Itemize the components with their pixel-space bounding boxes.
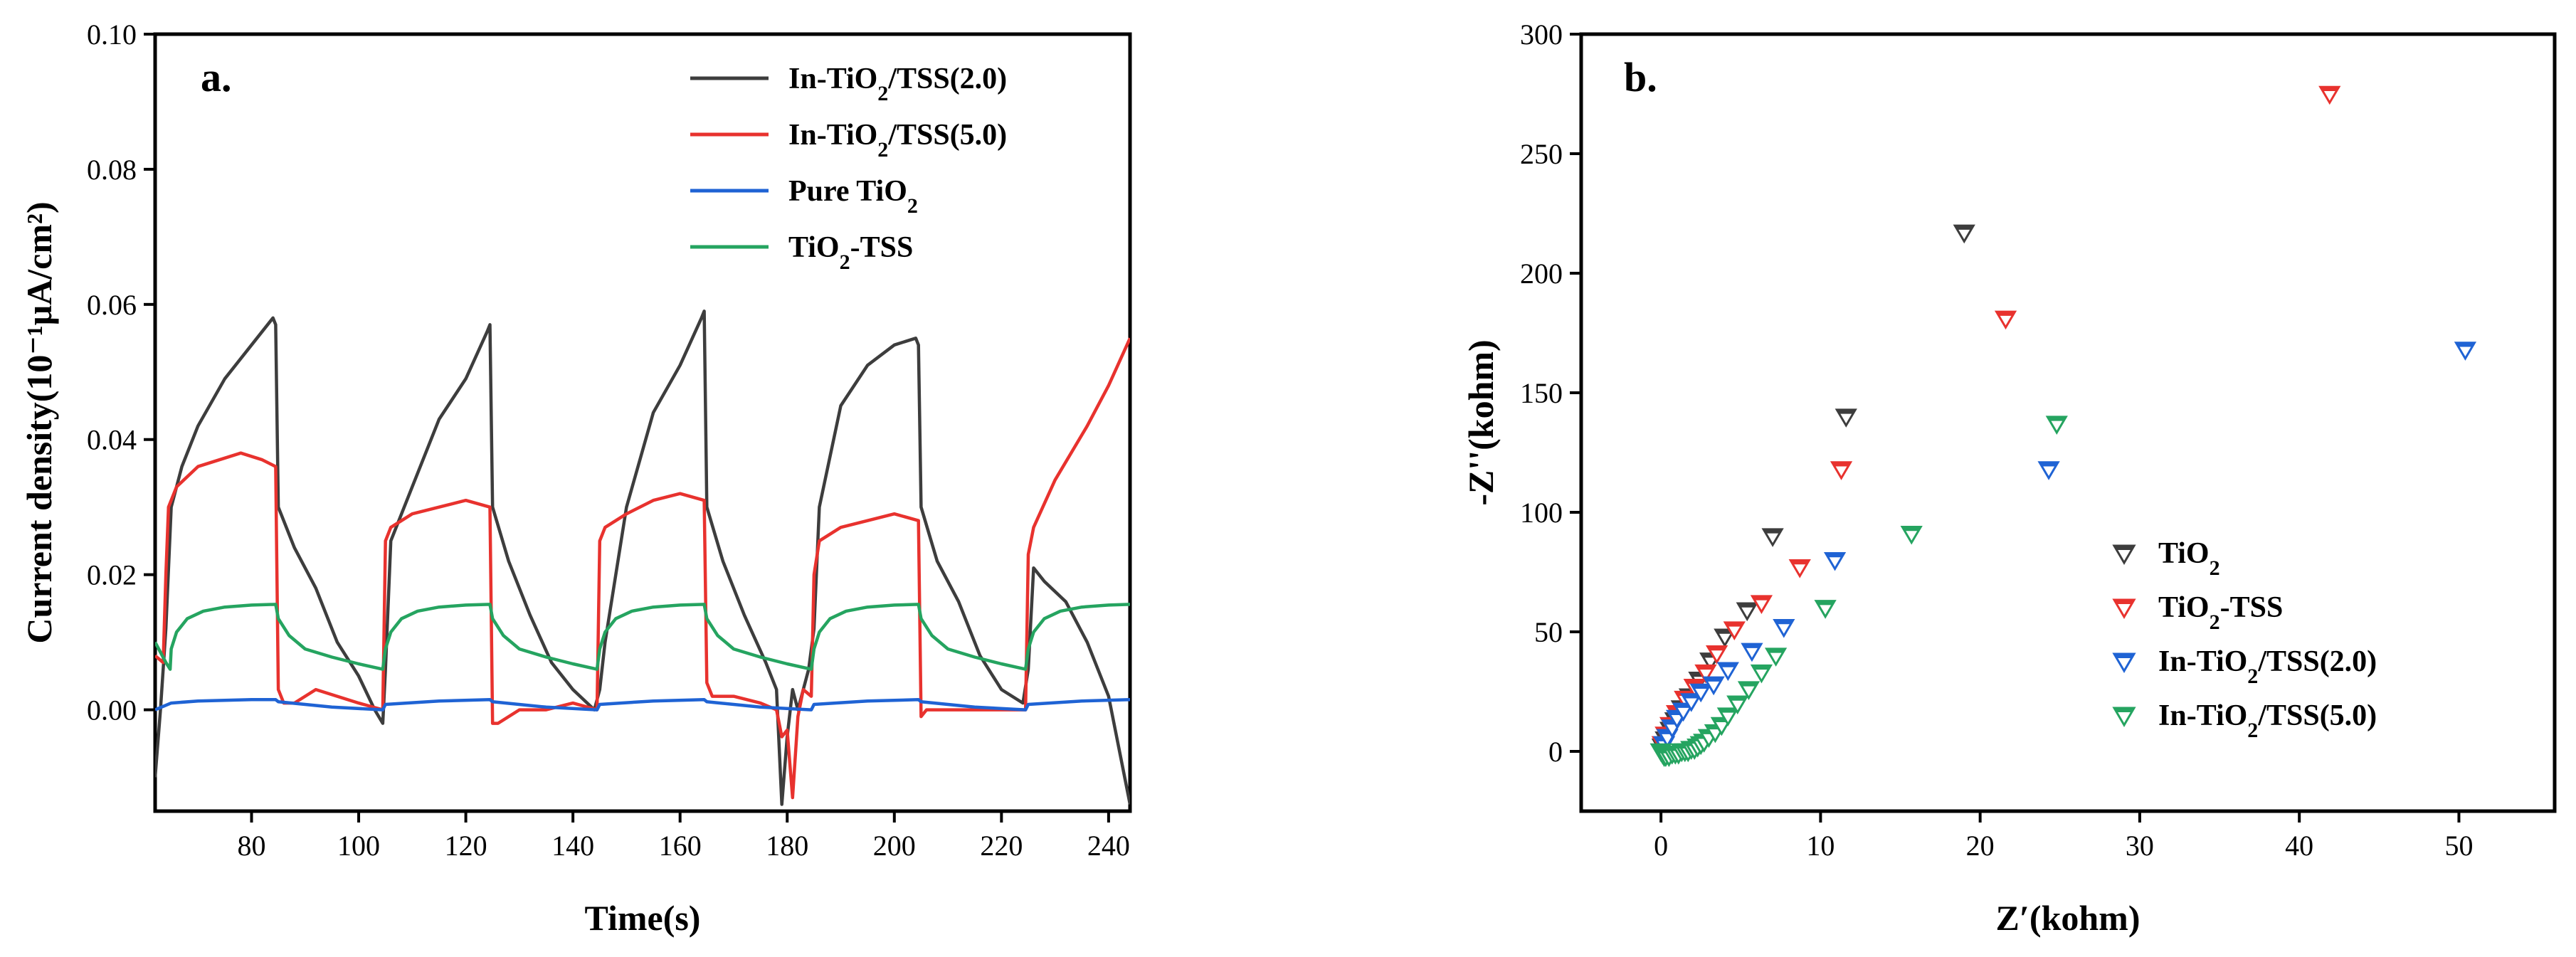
panel-a-legend: In-TiO2/TSS(2.0) In-TiO2/TSS(5.0) Pure TiO… (690, 63, 1007, 274)
data-point-fill (1719, 663, 1738, 667)
series-line-pure-tio2 (155, 698, 1130, 712)
x-tick-label: 40 (2285, 830, 2313, 862)
data-point-fill (2320, 87, 2339, 91)
x-tick-label: 50 (2444, 830, 2473, 862)
y-tick-label: 0.06 (87, 289, 137, 321)
data-point-fill (1766, 648, 1785, 653)
series-line-in-tio2-tss-2-0 (155, 310, 1130, 806)
panel-a-x-axis-label: Time(s) (585, 898, 701, 938)
data-point-fill (1739, 682, 1758, 687)
y-tick-label: 250 (1520, 138, 1563, 170)
data-point-fill (1996, 312, 2015, 316)
x-tick-label: 240 (1087, 830, 1130, 862)
data-point-fill (1752, 665, 1771, 670)
x-tick-label: 180 (766, 830, 808, 862)
panel-b-series (1649, 85, 2477, 768)
legend-marker-fill (2114, 708, 2134, 712)
data-point-fill (1682, 694, 1701, 699)
data-point-fill (1719, 708, 1738, 713)
data-point-fill (2047, 416, 2066, 421)
legend-label-in-tio2-tss-2-0: In-TiO2/TSS(2.0) (2158, 645, 2377, 688)
data-point-fill (1774, 620, 1793, 625)
data-point-fill (1752, 596, 1771, 601)
x-tick-label: 220 (980, 830, 1023, 862)
panel-a-series (155, 310, 1130, 806)
x-tick-label: 100 (337, 830, 380, 862)
panel-b-label: b. (1624, 54, 1657, 100)
y-tick-label: 200 (1520, 258, 1563, 290)
data-point-fill (1742, 644, 1761, 648)
y-tick-label: 300 (1520, 18, 1563, 51)
legend-label-in-tio2-tss-5-0: In-TiO2/TSS(5.0) (788, 119, 1007, 162)
legend-label-tio2-tss: TiO2-TSS (2158, 591, 2283, 634)
panel-b-x-axis-label: Z′(kohm) (1996, 898, 2140, 938)
series-line-in-tio2-tss-5-0 (155, 337, 1130, 800)
data-point-fill (1825, 553, 1844, 558)
panel-a-y-ticks: 0.00 0.02 0.04 0.06 0.08 0.10 (87, 18, 155, 726)
legend-label-tio2-tss: TiO2-TSS (788, 231, 913, 274)
data-point-fill (1685, 680, 1704, 684)
x-tick-label: 10 (1806, 830, 1835, 862)
legend-marker-fill (2114, 546, 2134, 550)
x-tick-label: 80 (237, 830, 265, 862)
panel-b-impedance-chart: 0 10 20 30 40 50 0 50 100 150 200 250 300 b. Z′(koh… (1461, 18, 2557, 938)
y-tick-label: 0 (1548, 736, 1563, 768)
data-point-fill (1763, 529, 1783, 534)
data-point-fill (1955, 226, 1974, 230)
legend-label-in-tio2-tss-2-0: In-TiO2/TSS(2.0) (788, 63, 1007, 105)
panel-a-x-ticks: 80 100 120 140 160 180 200 220 240 (237, 811, 1130, 862)
x-tick-label: 120 (445, 830, 487, 862)
data-point-fill (1691, 684, 1711, 689)
x-tick-label: 200 (873, 830, 916, 862)
y-tick-label: 0.08 (87, 154, 137, 186)
y-tick-label: 50 (1534, 616, 1563, 648)
x-tick-label: 0 (1654, 830, 1668, 862)
data-point-fill (1816, 601, 1835, 606)
data-point-fill (1696, 665, 1715, 670)
data-point-fill (1704, 677, 1724, 682)
panel-a-y-axis-label: Current density(10⁻¹μA/cm²) (19, 201, 59, 643)
legend-marker-fill (2114, 654, 2134, 658)
y-tick-label: 0.04 (87, 424, 137, 456)
data-point-fill (1902, 527, 1921, 532)
data-point-fill (1707, 646, 1726, 651)
panel-b-legend: TiO2 TiO2-TSS In-TiO2/TSS(2.0) In-TiO2/TSS(… (2112, 537, 2377, 742)
data-point-fill (1738, 603, 1757, 608)
legend-label-pure-tio2: Pure TiO2 (788, 175, 918, 218)
data-point-fill (2039, 462, 2059, 467)
panel-a-label: a. (201, 54, 232, 100)
data-point-fill (1837, 409, 1856, 414)
panel-b-y-ticks: 0 50 100 150 200 250 300 (1520, 18, 1581, 768)
data-point-fill (1728, 697, 1747, 701)
panel-a-plot-frame (153, 32, 1132, 813)
data-point-fill (1725, 622, 1744, 627)
panel-b-y-axis-label: -Z''(kohm) (1461, 339, 1501, 505)
y-tick-label: 0.00 (87, 694, 137, 726)
x-tick-label: 30 (2126, 830, 2154, 862)
y-tick-label: 0.10 (87, 18, 137, 51)
legend-label-in-tio2-tss-5-0: In-TiO2/TSS(5.0) (2158, 699, 2377, 742)
panel-b-x-ticks: 0 10 20 30 40 50 (1654, 811, 2473, 862)
data-point-fill (1832, 462, 1851, 467)
y-tick-label: 150 (1520, 377, 1563, 409)
legend-marker-fill (2114, 600, 2134, 604)
legend-label-tio2: TiO2 (2158, 537, 2220, 580)
data-point-fill (2456, 342, 2475, 347)
y-tick-label: 100 (1520, 497, 1563, 529)
series-points-in-tio2-tss-5-0 (1649, 416, 2068, 768)
x-tick-label: 140 (551, 830, 594, 862)
panel-a-current-density-chart: 80 100 120 140 160 180 200 220 240 0.000.020.040… (19, 18, 1132, 938)
series-points-in-tio2-tss-2-0 (1652, 342, 2477, 756)
x-tick-label: 20 (1966, 830, 1995, 862)
series-line-tio2-tss (155, 603, 1130, 671)
y-tick-label: 0.02 (87, 559, 137, 591)
panel-b-plot-frame (1579, 32, 2557, 813)
data-point-fill (1790, 560, 1810, 565)
x-tick-label: 160 (659, 830, 702, 862)
